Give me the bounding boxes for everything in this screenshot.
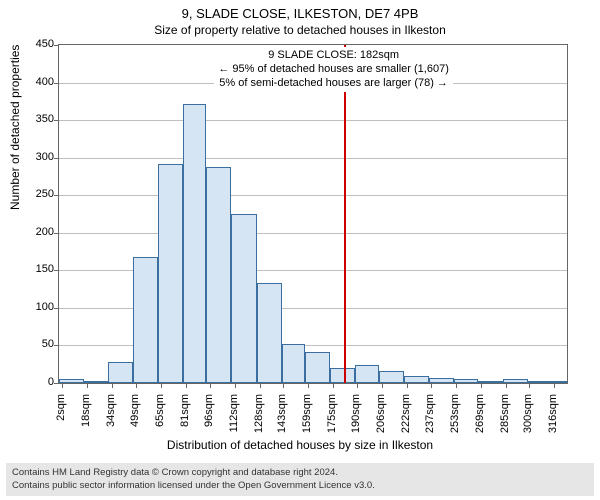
x-tick-mark: [456, 383, 457, 388]
histogram-bar: [206, 167, 231, 383]
annotation-line: ← 95% of detached houses are smaller (1,…: [218, 63, 449, 77]
x-tick-mark: [87, 383, 88, 388]
x-tick-mark: [333, 383, 334, 388]
chart-subtitle: Size of property relative to detached ho…: [0, 21, 600, 37]
x-tick-mark: [481, 383, 482, 388]
x-tick-label: 34sqm: [105, 394, 117, 444]
histogram-bar: [528, 381, 553, 383]
x-tick-label: 18sqm: [80, 394, 92, 444]
y-tick-label: 50: [14, 338, 54, 350]
histogram-bar: [330, 368, 355, 383]
x-tick-label: 175sqm: [326, 394, 338, 444]
y-tick-mark: [54, 195, 59, 196]
x-tick-label: 112sqm: [228, 394, 240, 444]
x-tick-label: 237sqm: [424, 394, 436, 444]
x-tick-mark: [407, 383, 408, 388]
reference-line: [344, 45, 346, 383]
gridline: [59, 233, 567, 234]
y-tick-mark: [54, 45, 59, 46]
y-tick-label: 150: [14, 263, 54, 275]
x-tick-mark: [112, 383, 113, 388]
histogram-bar: [429, 378, 454, 383]
histogram-bar: [133, 257, 158, 383]
x-tick-mark: [283, 383, 284, 388]
histogram-bar: [231, 214, 256, 383]
y-tick-label: 350: [14, 113, 54, 125]
histogram-bar: [305, 352, 330, 383]
x-tick-label: 65sqm: [154, 394, 166, 444]
gridline: [59, 195, 567, 196]
y-tick-mark: [54, 158, 59, 159]
x-tick-label: 253sqm: [449, 394, 461, 444]
x-tick-label: 81sqm: [179, 394, 191, 444]
x-tick-mark: [431, 383, 432, 388]
y-tick-label: 200: [14, 226, 54, 238]
y-tick-mark: [54, 345, 59, 346]
x-tick-label: 269sqm: [474, 394, 486, 444]
gridline: [59, 120, 567, 121]
x-tick-label: 2sqm: [55, 394, 67, 444]
x-tick-label: 300sqm: [522, 394, 534, 444]
x-tick-mark: [186, 383, 187, 388]
x-tick-label: 96sqm: [203, 394, 215, 444]
annotation-box: 9 SLADE CLOSE: 182sqm← 95% of detached h…: [214, 47, 453, 92]
x-tick-label: 190sqm: [350, 394, 362, 444]
y-tick-mark: [54, 383, 59, 384]
y-tick-label: 250: [14, 188, 54, 200]
y-tick-mark: [54, 83, 59, 84]
x-tick-mark: [210, 383, 211, 388]
x-tick-mark: [382, 383, 383, 388]
histogram-bar: [158, 164, 183, 383]
x-tick-mark: [554, 383, 555, 388]
annotation-line: 5% of semi-detached houses are larger (7…: [218, 77, 449, 91]
histogram-bar: [454, 379, 478, 383]
attribution-footer: Contains HM Land Registry data © Crown c…: [6, 463, 594, 496]
footer-line: Contains HM Land Registry data © Crown c…: [12, 467, 588, 479]
x-tick-mark: [357, 383, 358, 388]
y-axis-label: Number of detached properties: [8, 45, 22, 210]
x-tick-mark: [235, 383, 236, 388]
plot-area: 9 SLADE CLOSE: 182sqm← 95% of detached h…: [58, 44, 568, 384]
chart-title: 9, SLADE CLOSE, ILKESTON, DE7 4PB: [0, 0, 600, 21]
x-tick-label: 159sqm: [301, 394, 313, 444]
x-tick-mark: [62, 383, 63, 388]
y-tick-label: 300: [14, 151, 54, 163]
x-tick-label: 128sqm: [253, 394, 265, 444]
x-tick-mark: [529, 383, 530, 388]
histogram-bar: [355, 365, 379, 383]
y-tick-mark: [54, 308, 59, 309]
histogram-bar: [404, 376, 429, 384]
histogram-bar: [108, 362, 133, 383]
footer-line: Contains public sector information licen…: [12, 480, 588, 492]
x-tick-mark: [161, 383, 162, 388]
x-tick-label: 285sqm: [499, 394, 511, 444]
chart-container: 9, SLADE CLOSE, ILKESTON, DE7 4PB Size o…: [0, 0, 600, 500]
x-tick-mark: [308, 383, 309, 388]
x-tick-mark: [260, 383, 261, 388]
x-tick-mark: [506, 383, 507, 388]
x-tick-label: 143sqm: [276, 394, 288, 444]
annotation-line: 9 SLADE CLOSE: 182sqm: [218, 49, 449, 63]
y-tick-label: 450: [14, 38, 54, 50]
y-tick-label: 400: [14, 76, 54, 88]
histogram-bar: [257, 283, 282, 383]
y-tick-label: 100: [14, 301, 54, 313]
x-tick-mark: [136, 383, 137, 388]
x-tick-label: 316sqm: [547, 394, 559, 444]
x-tick-label: 222sqm: [400, 394, 412, 444]
y-tick-mark: [54, 120, 59, 121]
x-tick-label: 206sqm: [375, 394, 387, 444]
histogram-bar: [379, 371, 404, 383]
y-tick-mark: [54, 270, 59, 271]
y-tick-mark: [54, 233, 59, 234]
y-tick-label: 0: [14, 376, 54, 388]
histogram-bar: [183, 104, 207, 383]
gridline: [59, 158, 567, 159]
histogram-bar: [282, 344, 306, 383]
x-tick-label: 49sqm: [129, 394, 141, 444]
